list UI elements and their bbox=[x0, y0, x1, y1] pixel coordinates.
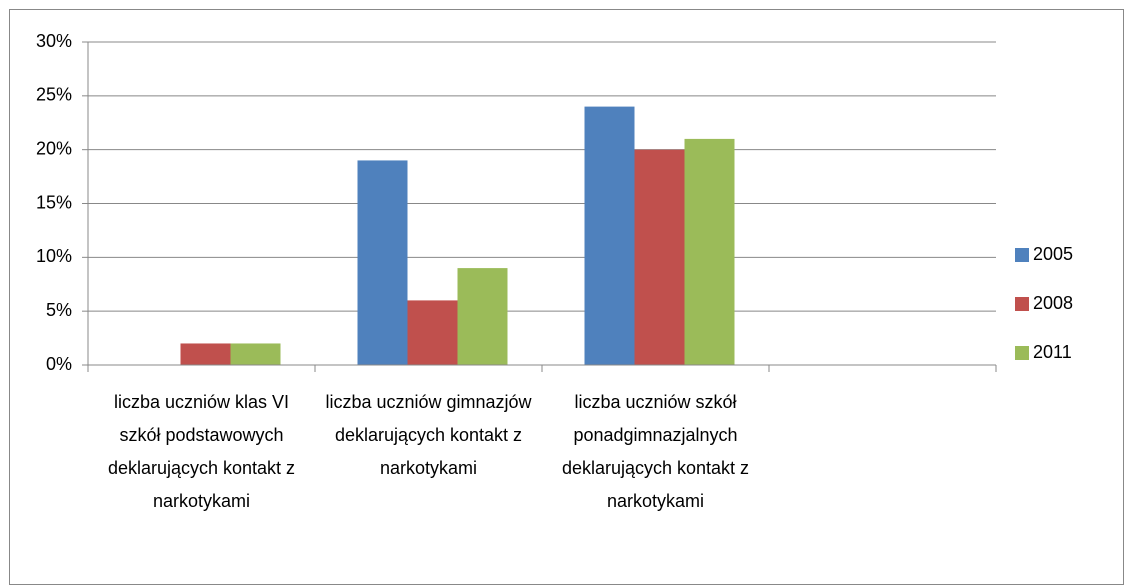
x-tick-label: liczba uczniów szkół ponadgimnazjalnych … bbox=[561, 392, 750, 511]
bar bbox=[457, 268, 508, 365]
y-tick-label: 0% bbox=[46, 354, 72, 374]
chart-border bbox=[9, 9, 1124, 585]
bar bbox=[230, 343, 281, 365]
bar bbox=[180, 343, 231, 365]
bar bbox=[634, 149, 685, 365]
y-tick-label: 15% bbox=[36, 192, 72, 212]
bar bbox=[584, 106, 635, 365]
legend-label: 2008 bbox=[1033, 293, 1073, 313]
x-tick-label: liczba uczniów klas VI szkół podstawowyc… bbox=[107, 392, 296, 511]
bar bbox=[357, 160, 408, 365]
legend-swatch bbox=[1015, 297, 1029, 311]
legend-label: 2011 bbox=[1033, 342, 1072, 362]
bar bbox=[684, 138, 735, 365]
legend-swatch bbox=[1015, 346, 1029, 360]
y-tick-label: 20% bbox=[36, 138, 72, 158]
x-tick-label: liczba uczniów gimnazjów deklarujących k… bbox=[325, 392, 532, 478]
bar bbox=[407, 300, 458, 365]
y-tick-label: 30% bbox=[36, 31, 72, 51]
y-tick-label: 25% bbox=[36, 85, 72, 105]
y-tick-label: 10% bbox=[36, 246, 72, 266]
legend-label: 2005 bbox=[1033, 244, 1073, 264]
legend-swatch bbox=[1015, 248, 1029, 262]
y-tick-label: 5% bbox=[46, 300, 72, 320]
